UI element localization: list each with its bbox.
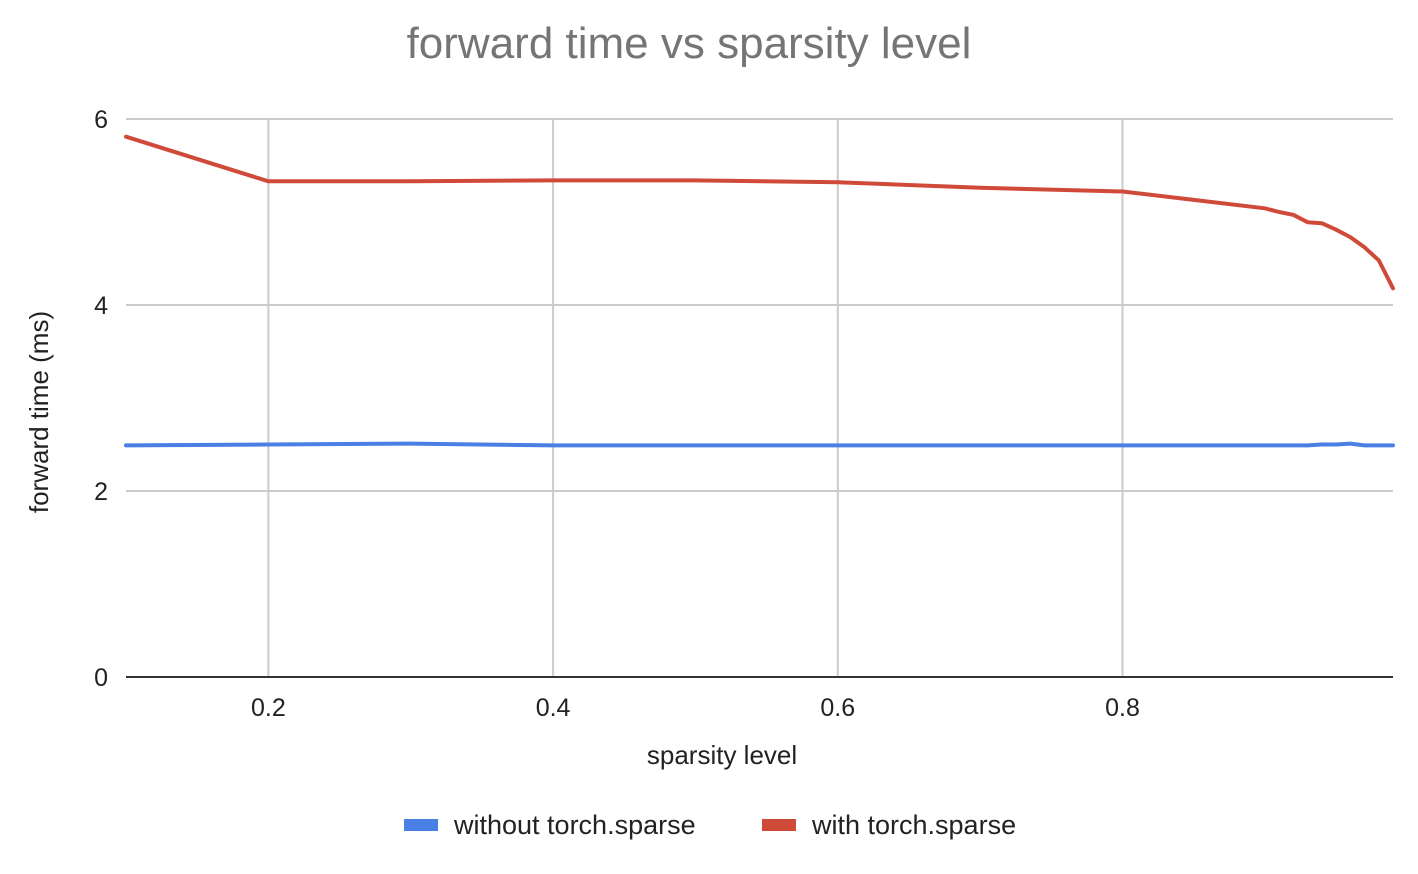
y-tick-label: 0 bbox=[94, 664, 108, 692]
x-axis-label: sparsity level bbox=[647, 740, 797, 770]
series-line-1 bbox=[124, 441, 1395, 448]
x-tick-label: 0.6 bbox=[820, 694, 855, 722]
legend: without torch.sparse with torch.sparse bbox=[404, 810, 1016, 840]
legend-swatch bbox=[762, 819, 796, 831]
series-line-2 bbox=[124, 134, 1395, 291]
x-tick-labels: 0.2 0.4 0.6 0.8 bbox=[251, 694, 1140, 722]
y-axis-label: forward time (ms) bbox=[24, 311, 54, 513]
y-tick-labels: 0 2 4 6 bbox=[94, 106, 108, 692]
x-tick-label: 0.8 bbox=[1105, 694, 1140, 722]
y-tick-label: 6 bbox=[94, 106, 108, 134]
chart-title: forward time vs sparsity level bbox=[407, 19, 972, 68]
gridlines bbox=[126, 118, 1393, 677]
legend-label: without torch.sparse bbox=[453, 810, 696, 840]
y-tick-label: 4 bbox=[94, 292, 108, 320]
series-lines bbox=[124, 134, 1395, 448]
legend-swatch bbox=[404, 819, 438, 831]
x-tick-label: 0.2 bbox=[251, 694, 286, 722]
y-tick-label: 2 bbox=[94, 478, 108, 506]
x-tick-label: 0.4 bbox=[536, 694, 571, 722]
legend-label: with torch.sparse bbox=[811, 810, 1016, 840]
